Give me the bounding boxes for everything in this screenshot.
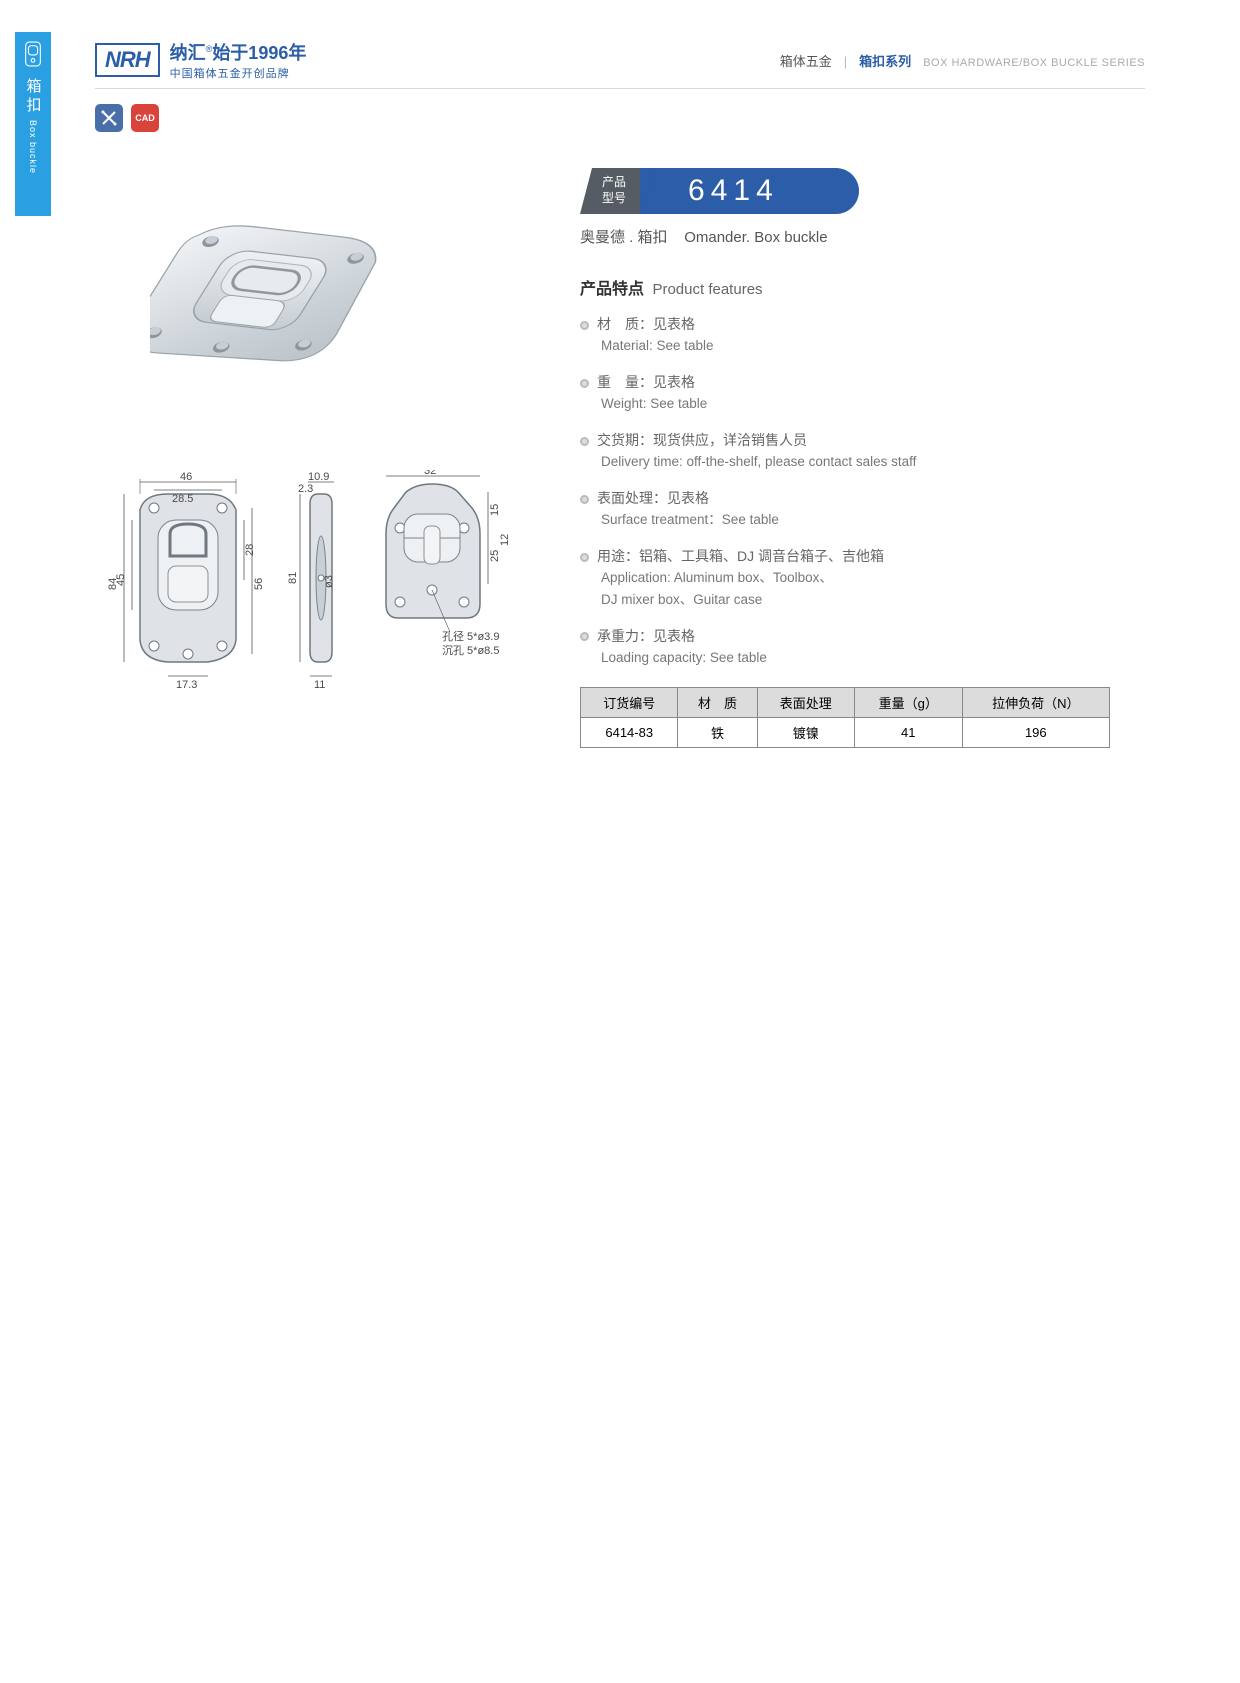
header-divider: [95, 88, 1145, 89]
td: 镀镍: [757, 717, 854, 747]
product-info-panel: 产品 型号 6414 奥曼德 . 箱扣 Omander. Box buckle …: [580, 168, 1120, 748]
td: 196: [962, 717, 1109, 747]
model-label: 产品 型号: [580, 168, 640, 214]
dim-v2-h1: 81: [287, 572, 299, 584]
feature-item: 交货期：现货供应，详洽销售人员 Delivery time: off-the-s…: [580, 429, 1120, 473]
buckle-tab-icon: [22, 40, 44, 68]
model-header: 产品 型号 6414: [580, 168, 1120, 214]
logo-since: 始于1996年: [212, 43, 306, 63]
model-number: 6414: [638, 168, 859, 214]
feature-en: Delivery time: off-the-shelf, please con…: [601, 451, 1120, 473]
bullet-icon: [580, 321, 589, 330]
tools-icon: [95, 104, 123, 132]
feature-cn: 表面处理：见表格: [597, 490, 709, 506]
feature-item: 材 质：见表格 Material: See table: [580, 313, 1120, 357]
model-label-l2: 型号: [602, 191, 626, 207]
dim-v1-h4: 28: [244, 544, 256, 556]
header-breadcrumb: 箱体五金 | 箱扣系列 BOX HARDWARE/BOX BUCKLE SERI…: [780, 51, 1145, 70]
crumb-1: 箱体五金: [780, 51, 832, 70]
th: 材 质: [678, 687, 757, 717]
dim-v3-note2: 沉孔 5*ø8.5: [442, 644, 499, 657]
feature-en: Weight: See table: [601, 393, 1120, 415]
crumb-2: 箱扣系列: [859, 51, 911, 70]
th: 重量（g）: [854, 687, 962, 717]
table-row: 6414-83 铁 镀镍 41 196: [581, 717, 1110, 747]
dim-v1-w1: 46: [180, 471, 192, 483]
dim-v2-w1: 10.9: [308, 471, 329, 483]
product-photo: [150, 180, 480, 410]
dim-v1-w2: 28.5: [172, 493, 193, 505]
dim-v2-w2: 2.3: [298, 483, 313, 495]
features-heading: 产品特点 Product features: [580, 275, 1120, 299]
td: 41: [854, 717, 962, 747]
th: 拉伸负荷（N）: [962, 687, 1109, 717]
logo-subtitle: 中国箱体五金开创品牌: [170, 65, 307, 81]
side-category-tab: 箱扣 Box buckle: [15, 32, 51, 216]
feature-en: Loading capacity: See table: [601, 647, 1120, 669]
feature-item: 表面处理：见表格 Surface treatment：See table: [580, 487, 1120, 531]
dim-v3-h3: 12: [499, 534, 511, 546]
feature-en: Surface treatment：See table: [601, 509, 1120, 531]
dim-v3-w1: 32: [424, 470, 436, 477]
bullet-icon: [580, 632, 589, 641]
bullet-icon: [580, 553, 589, 562]
catalog-page: 箱扣 Box buckle NRH 纳汇®始于1996年 中国箱体五金开创品牌 …: [0, 0, 1240, 1683]
feature-cn: 承重力：见表格: [597, 628, 695, 644]
subtitle-cn: 奥曼德 . 箱扣: [580, 229, 668, 246]
dim-v3-h2: 25: [489, 550, 501, 562]
tool-badges: CAD: [95, 104, 159, 132]
dim-v1-w3: 17.3: [176, 679, 197, 690]
logo-cn: 纳汇: [170, 43, 206, 63]
features-heading-cn: 产品特点: [580, 281, 644, 298]
feature-cn: 材 质：见表格: [597, 316, 695, 332]
page-header: NRH 纳汇®始于1996年 中国箱体五金开创品牌 箱体五金 | 箱扣系列 BO…: [95, 36, 1145, 84]
dim-v1-h2: 45: [115, 574, 127, 586]
th: 订货编号: [581, 687, 678, 717]
feature-cn: 用途：铝箱、工具箱、DJ 调音台箱子、吉他箱: [597, 548, 884, 564]
td: 铁: [678, 717, 757, 747]
feature-item: 承重力：见表格 Loading capacity: See table: [580, 625, 1120, 669]
bullet-icon: [580, 379, 589, 388]
features-heading-en: Product features: [652, 281, 762, 298]
dim-v3-note1: 孔径 5*ø3.9: [442, 630, 499, 643]
feature-en: Application: Aluminum box、Toolbox、 DJ mi…: [601, 567, 1120, 610]
feature-cn: 重 量：见表格: [597, 374, 695, 390]
product-subtitle: 奥曼德 . 箱扣 Omander. Box buckle: [580, 226, 1120, 247]
crumb-en: BOX HARDWARE/BOX BUCKLE SERIES: [923, 57, 1145, 69]
subtitle-en: Omander. Box buckle: [684, 229, 827, 246]
model-label-l1: 产品: [602, 175, 626, 191]
dim-v2-w3: 11: [314, 679, 325, 690]
bullet-icon: [580, 437, 589, 446]
feature-en: Material: See table: [601, 335, 1120, 357]
feature-list: 材 质：见表格 Material: See table 重 量：见表格 Weig…: [580, 313, 1120, 669]
crumb-sep: |: [844, 54, 847, 69]
feature-item: 重 量：见表格 Weight: See table: [580, 371, 1120, 415]
dim-v1-h3: 56: [253, 578, 265, 590]
feature-item: 用途：铝箱、工具箱、DJ 调音台箱子、吉他箱 Application: Alum…: [580, 545, 1120, 611]
side-tab-label-cn: 箱扣: [23, 78, 44, 116]
table-header-row: 订货编号 材 质 表面处理 重量（g） 拉伸负荷（N）: [581, 687, 1110, 717]
spec-table: 订货编号 材 质 表面处理 重量（g） 拉伸负荷（N） 6414-83 铁 镀镍…: [580, 687, 1110, 748]
brand-logo: NRH 纳汇®始于1996年 中国箱体五金开创品牌: [95, 39, 306, 81]
th: 表面处理: [757, 687, 854, 717]
dim-v2-d1: ø3: [323, 575, 335, 588]
technical-drawings: 46 28.5 84 45 28 56 17.3 10.9 2.3: [100, 470, 520, 690]
logo-mark: NRH: [95, 43, 160, 77]
bullet-icon: [580, 495, 589, 504]
feature-cn: 交货期：现货供应，详洽销售人员: [597, 432, 807, 448]
td: 6414-83: [581, 717, 678, 747]
dim-v3-h1: 15: [489, 504, 501, 516]
side-tab-label-en: Box buckle: [28, 120, 38, 174]
cad-badge: CAD: [131, 104, 159, 132]
